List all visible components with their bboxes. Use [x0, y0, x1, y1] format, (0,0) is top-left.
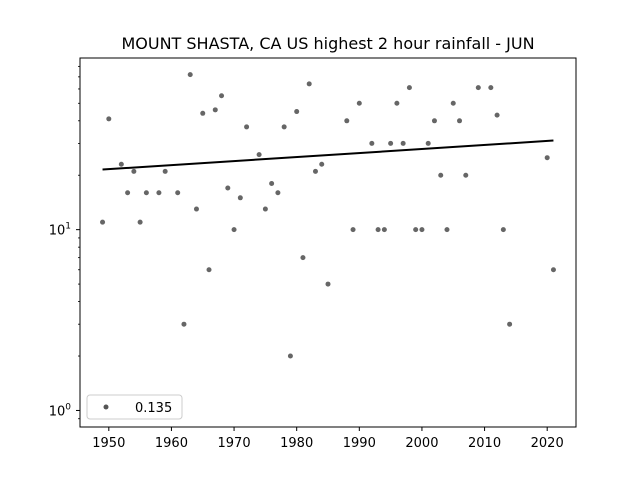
data-point [162, 168, 168, 174]
data-point [143, 190, 149, 196]
data-point [381, 227, 387, 233]
data-point [388, 140, 394, 146]
x-tick-label: 1970 [218, 436, 251, 451]
data-point [193, 206, 199, 212]
data-point [344, 118, 350, 124]
x-tick-label: 2010 [468, 436, 501, 451]
data-point [281, 124, 287, 130]
legend-box [86, 394, 183, 420]
chart-title: MOUNT SHASTA, CA US highest 2 hour rainf… [121, 34, 534, 53]
data-point [494, 112, 500, 118]
y-tick-label: 100 [49, 402, 72, 419]
x-tick-label: 1960 [155, 436, 188, 451]
y-tick-label: 101 [49, 222, 71, 239]
data-point [275, 190, 281, 196]
data-point [181, 321, 187, 327]
data-point [356, 100, 362, 106]
data-point [450, 100, 456, 106]
x-tick-label: 1990 [343, 436, 376, 451]
data-point [237, 195, 243, 201]
data-point [125, 190, 131, 196]
data-point [131, 168, 137, 174]
data-point [244, 124, 250, 130]
data-point [118, 161, 124, 167]
data-point [457, 118, 463, 124]
data-point [256, 152, 262, 158]
data-point [444, 227, 450, 233]
trend-line [102, 139, 554, 171]
y-axis: 100 101 [49, 65, 80, 419]
data-point [544, 155, 550, 161]
data-point [425, 140, 431, 146]
data-point [225, 185, 231, 191]
data-point [206, 267, 212, 273]
x-tick-label: 2000 [405, 436, 438, 451]
legend-label: 0.135 [135, 401, 172, 416]
data-point [488, 85, 494, 91]
data-point [375, 227, 381, 233]
data-point [306, 81, 312, 87]
data-point [294, 109, 300, 115]
data-point [269, 181, 275, 186]
data-point [175, 190, 181, 196]
data-point [550, 267, 556, 273]
data-point [431, 118, 437, 124]
data-point [137, 219, 143, 225]
data-point [406, 85, 412, 91]
data-point [287, 353, 293, 359]
data-point [100, 219, 106, 225]
axes-frame [79, 57, 577, 428]
data-point [200, 110, 206, 116]
legend-marker [103, 404, 109, 410]
data-point [500, 227, 506, 233]
data-point [369, 140, 375, 146]
data-point [438, 172, 444, 178]
x-tick-label: 1950 [92, 436, 125, 451]
data-point [325, 281, 331, 287]
data-point [475, 85, 481, 91]
data-point [463, 172, 469, 178]
data-point [212, 107, 218, 113]
data-point [312, 168, 318, 174]
data-point [350, 227, 356, 233]
data-point [300, 255, 306, 261]
data-point [262, 206, 268, 212]
data-point [507, 321, 513, 327]
x-axis: 1950 1960 1970 1980 1990 2000 2010 2020 [92, 427, 564, 451]
data-point [231, 227, 237, 233]
x-tick-label: 1980 [280, 436, 313, 451]
data-point [394, 100, 400, 106]
legend: 0.135 [86, 394, 183, 420]
data-point [319, 161, 325, 167]
data-point [187, 72, 193, 78]
data-point [419, 227, 425, 233]
data-point [400, 140, 406, 146]
x-tick-label: 2020 [531, 436, 564, 451]
data-point [413, 227, 419, 233]
data-point [156, 190, 162, 196]
plot-area [100, 72, 556, 359]
data-point [219, 93, 225, 99]
data-point [106, 116, 112, 122]
